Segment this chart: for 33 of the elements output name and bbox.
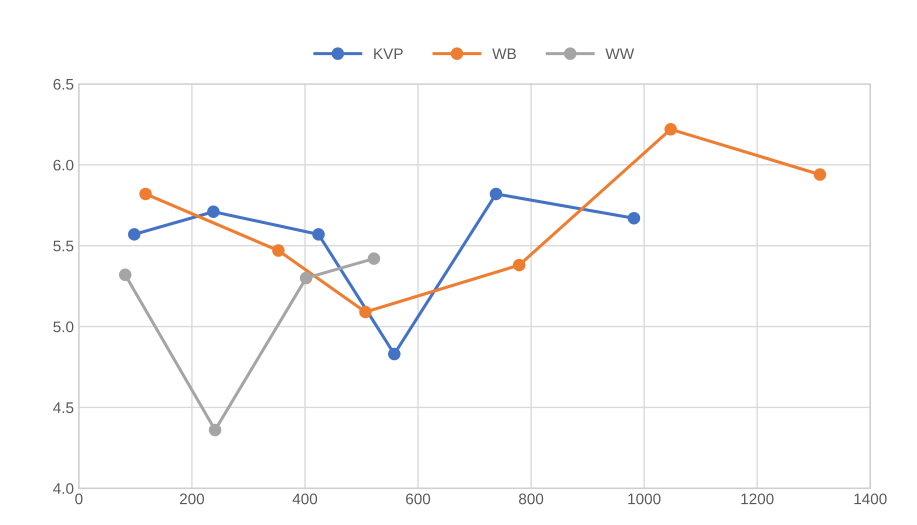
x-tick-label: 400 [292,494,318,504]
point [814,168,826,181]
x-tick-label: 1400 [854,494,887,504]
point [118,268,132,282]
point [368,252,380,265]
point [628,212,640,224]
point [490,188,502,200]
y-tick-label: 5.0 [53,321,74,332]
point [128,228,141,241]
x-tick-label: 0 [75,494,83,504]
point [359,306,372,318]
x-tick-label: 1200 [741,494,774,504]
point [312,228,325,241]
legend-label: WB [492,48,516,59]
legend-label: KVP [374,48,403,59]
point [300,272,312,284]
y-tick-label: 5.5 [53,240,74,252]
x-tick-label: 200 [180,494,204,504]
legend-label: WW [605,48,634,59]
x-tick-label: 1000 [628,494,661,504]
point [664,123,677,136]
point [139,188,152,200]
y-tick-label: 4.0 [53,483,74,494]
x-tick-label: 800 [518,494,544,504]
point [388,348,401,360]
y-tick-label: 6.5 [54,78,74,90]
point [512,258,526,272]
x-tick-label: 600 [406,494,430,504]
point [207,205,220,218]
y-tick-label: 6.0 [54,160,74,171]
point [272,244,285,257]
point [208,424,222,436]
y-tick-label: 4.5 [53,402,74,414]
